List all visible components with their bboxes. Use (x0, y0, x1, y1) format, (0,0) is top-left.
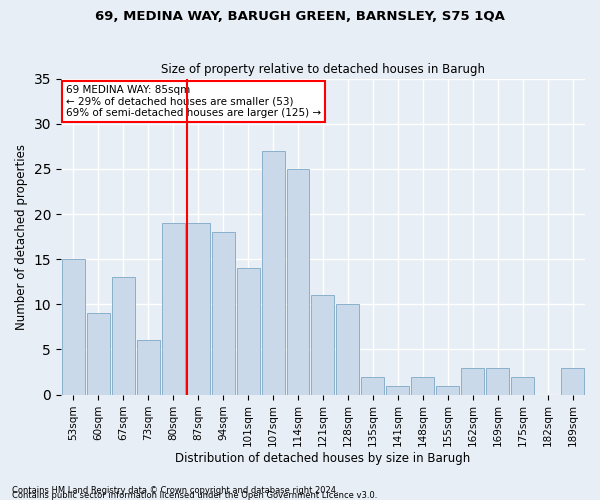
Y-axis label: Number of detached properties: Number of detached properties (15, 144, 28, 330)
Bar (236, 268, 260, 394)
Title: Size of property relative to detached houses in Barugh: Size of property relative to detached ho… (161, 63, 485, 76)
Bar (187, 223, 209, 394)
Bar (561, 368, 584, 394)
Bar (511, 376, 534, 394)
Text: Contains public sector information licensed under the Open Government Licence v3: Contains public sector information licen… (12, 491, 377, 500)
Bar (212, 232, 235, 394)
Bar (486, 368, 509, 394)
Bar (262, 151, 284, 394)
Text: 69 MEDINA WAY: 85sqm
← 29% of detached houses are smaller (53)
69% of semi-detac: 69 MEDINA WAY: 85sqm ← 29% of detached h… (66, 85, 321, 118)
Bar (87, 314, 110, 394)
Bar (137, 340, 160, 394)
Bar (112, 277, 135, 394)
Bar (311, 296, 334, 394)
Bar (287, 169, 310, 394)
Bar (436, 386, 459, 394)
Bar (337, 304, 359, 394)
Bar (411, 376, 434, 394)
Text: 69, MEDINA WAY, BARUGH GREEN, BARNSLEY, S75 1QA: 69, MEDINA WAY, BARUGH GREEN, BARNSLEY, … (95, 10, 505, 23)
Bar (361, 376, 385, 394)
Bar (162, 223, 185, 394)
X-axis label: Distribution of detached houses by size in Barugh: Distribution of detached houses by size … (175, 452, 470, 465)
Bar (62, 259, 85, 394)
Bar (461, 368, 484, 394)
Text: Contains HM Land Registry data © Crown copyright and database right 2024.: Contains HM Land Registry data © Crown c… (12, 486, 338, 495)
Bar (386, 386, 409, 394)
